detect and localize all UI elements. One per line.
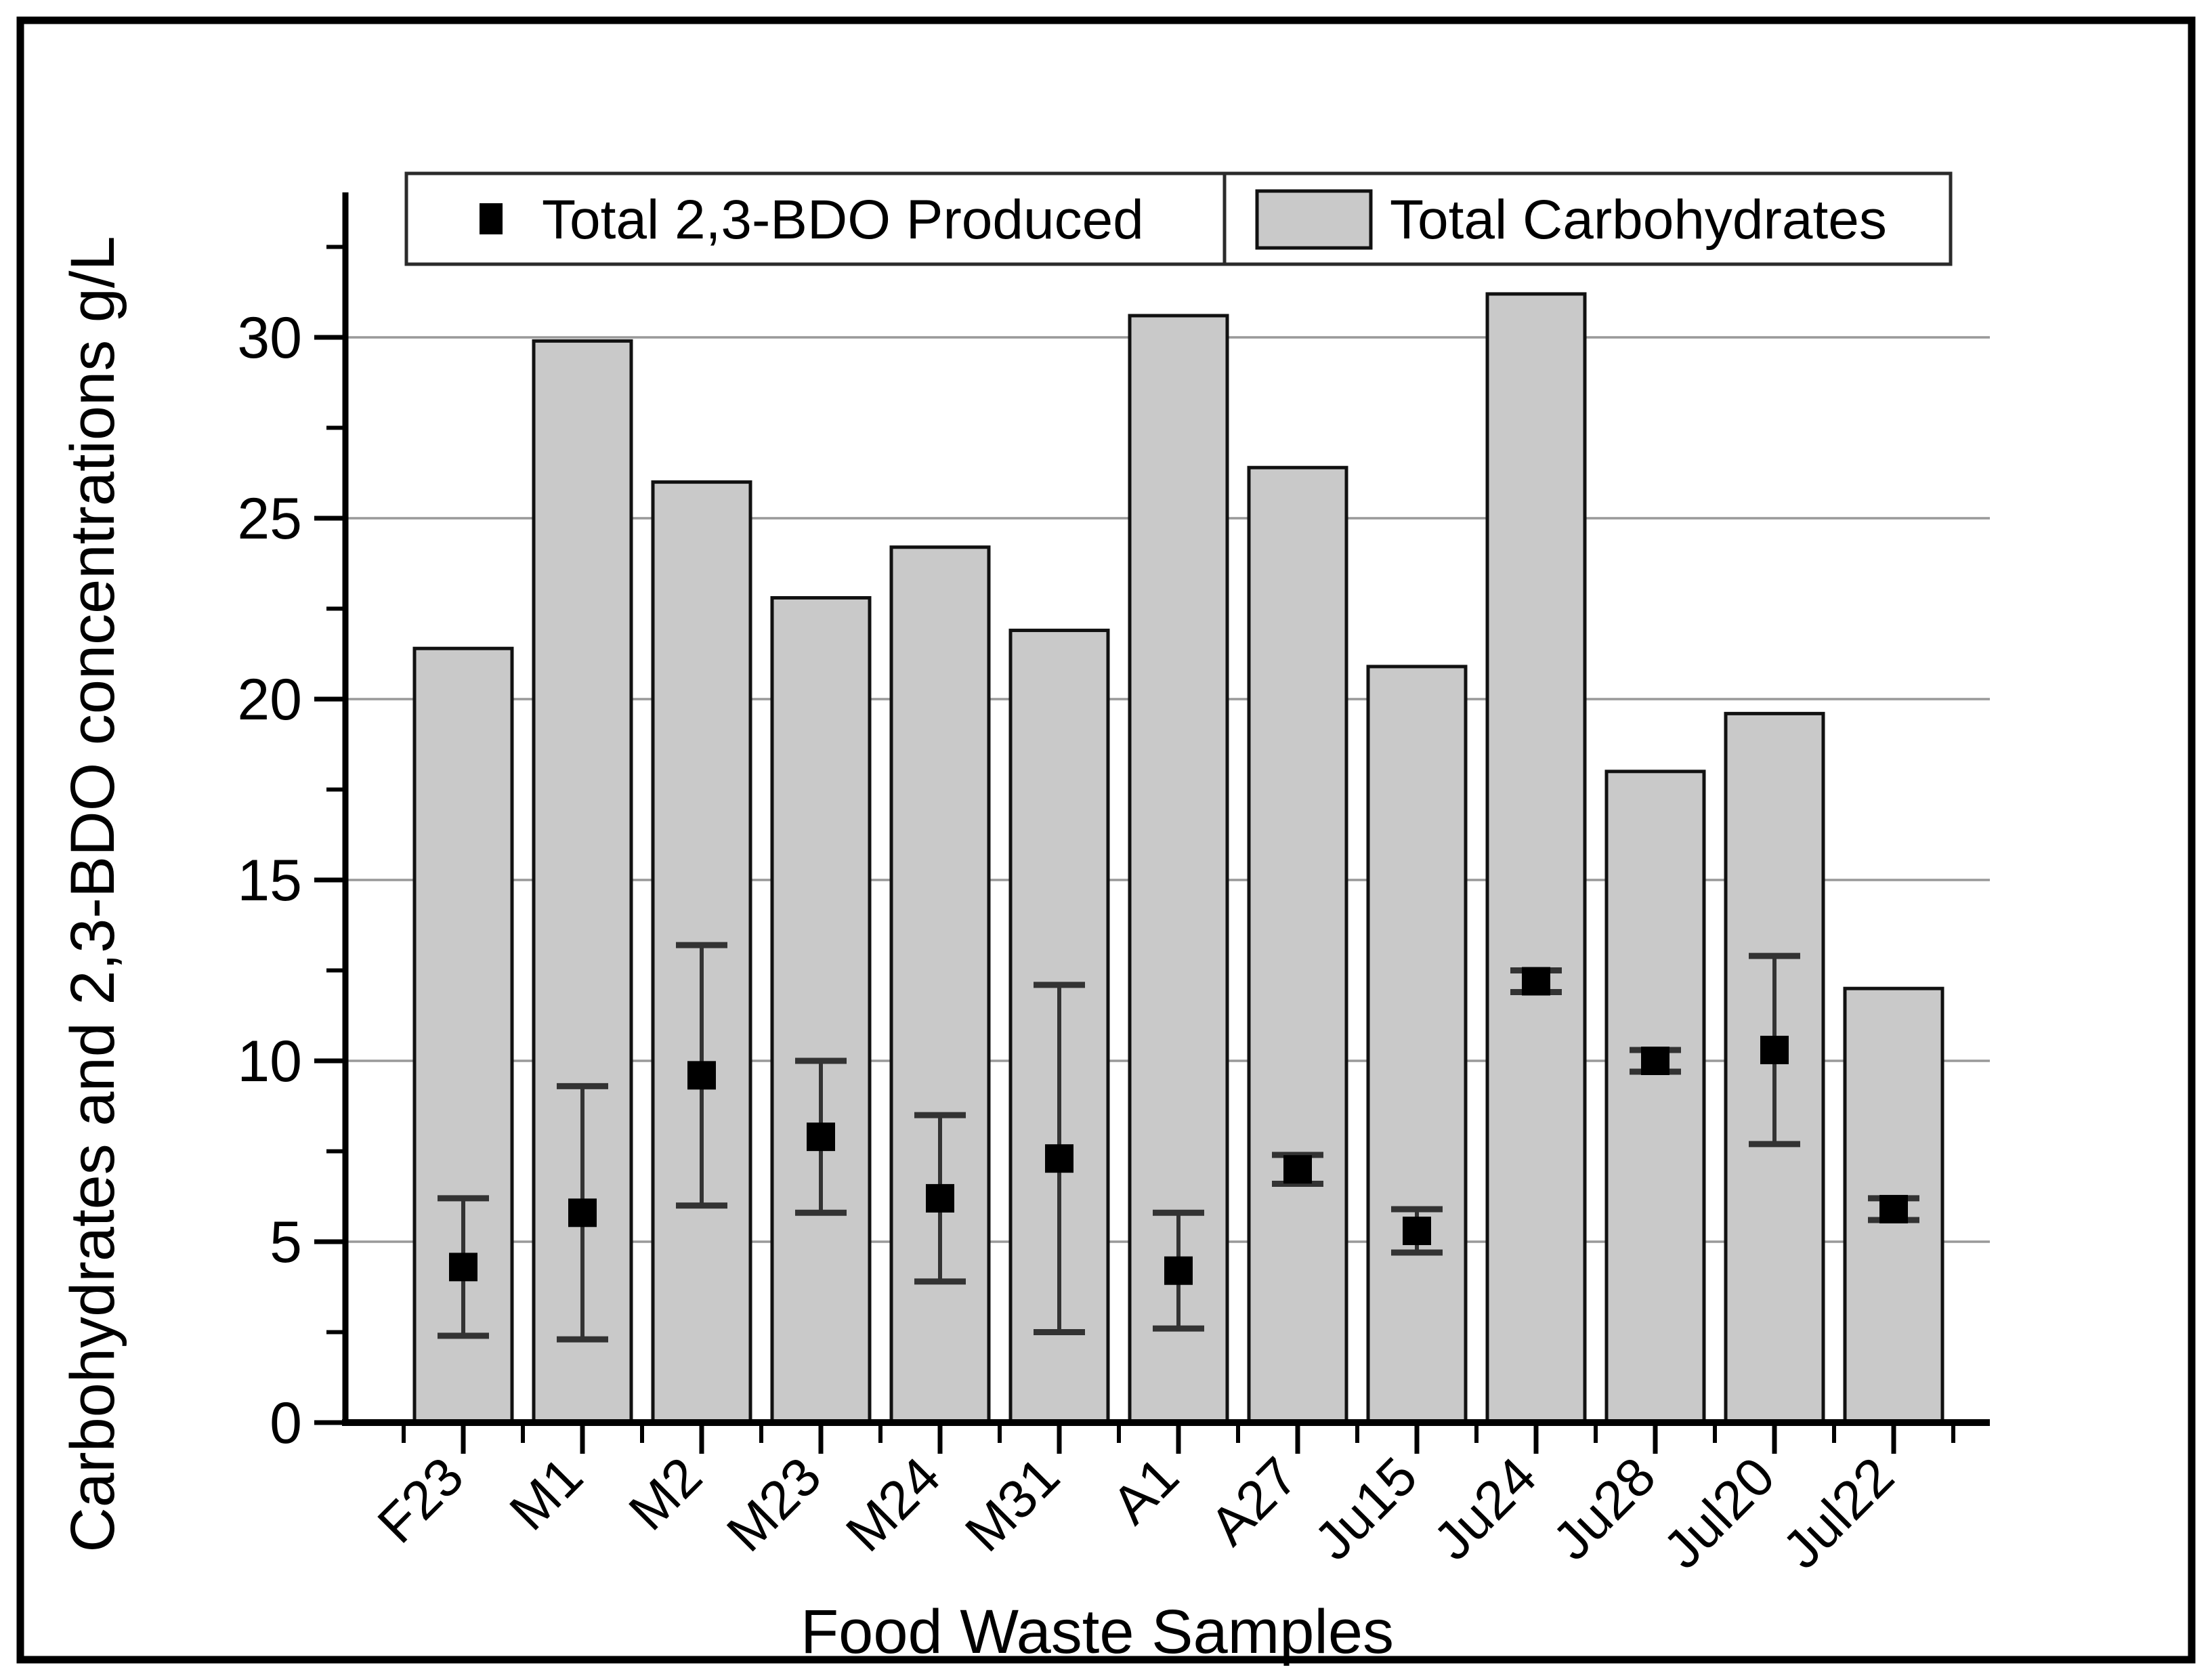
bdo-point-M31 bbox=[1045, 1144, 1073, 1173]
y-tick-label-20: 20 bbox=[237, 667, 302, 732]
legend-square-marker-icon bbox=[480, 203, 503, 234]
bdo-point-Jul20 bbox=[1760, 1035, 1789, 1064]
bdo-point-M24 bbox=[926, 1183, 954, 1213]
y-tick-label-5: 5 bbox=[270, 1210, 302, 1275]
figure-border bbox=[16, 16, 2196, 1664]
bar-Ju24 bbox=[1485, 292, 1587, 1425]
bdo-point-M1 bbox=[568, 1198, 597, 1227]
bar-Ju28 bbox=[1604, 770, 1706, 1425]
bar-A27 bbox=[1247, 465, 1348, 1425]
x-tick-label-F23: F23 bbox=[366, 1446, 475, 1554]
x-tick-label-Jul20: Jul20 bbox=[1652, 1446, 1786, 1580]
y-tick-label-0: 0 bbox=[270, 1391, 302, 1456]
bdo-point-A27 bbox=[1283, 1155, 1312, 1184]
x-tick-label-M31: M31 bbox=[954, 1446, 1071, 1563]
x-tick-label-M1: M1 bbox=[498, 1446, 595, 1542]
bar-M23 bbox=[770, 595, 872, 1425]
bdo-point-F23 bbox=[449, 1253, 477, 1282]
y-tick-label-25: 25 bbox=[237, 486, 302, 551]
legend: Total 2,3-BDO Produced Total Carbohydrat… bbox=[404, 171, 1953, 266]
x-tick-label-A27: A27 bbox=[1198, 1446, 1309, 1557]
legend-label-carbs: Total Carbohydrates bbox=[1390, 189, 1887, 251]
bdo-point-A1 bbox=[1164, 1256, 1193, 1285]
x-tick-label-Ju24: Ju24 bbox=[1422, 1446, 1548, 1572]
bdo-point-M2 bbox=[687, 1061, 716, 1090]
x-tick-label-Ju15: Ju15 bbox=[1302, 1446, 1428, 1572]
y-tick-label-10: 10 bbox=[237, 1029, 302, 1094]
bdo-point-Ju24 bbox=[1522, 967, 1550, 996]
x-tick-label-M23: M23 bbox=[715, 1446, 832, 1563]
legend-bar-swatch-icon bbox=[1255, 189, 1373, 250]
bar-M24 bbox=[889, 545, 991, 1425]
bdo-point-Ju15 bbox=[1403, 1216, 1431, 1245]
y-tick-label-15: 15 bbox=[237, 848, 302, 913]
y-axis-title: Carbohydrates and 2,3-BDO concentrations… bbox=[58, 236, 127, 1552]
x-axis-title: Food Waste Samples bbox=[801, 1597, 1394, 1666]
x-tick-label-M24: M24 bbox=[834, 1446, 952, 1563]
legend-label-bdo: Total 2,3-BDO Produced bbox=[542, 189, 1144, 251]
x-tick-label-M2: M2 bbox=[618, 1446, 714, 1542]
bdo-point-M23 bbox=[807, 1122, 835, 1152]
x-tick-label-A1: A1 bbox=[1101, 1446, 1190, 1535]
bdo-point-Ju28 bbox=[1641, 1047, 1669, 1075]
x-tick-label-Ju28: Ju28 bbox=[1541, 1446, 1667, 1572]
x-tick-label-Jul22: Jul22 bbox=[1771, 1446, 1905, 1580]
bdo-point-Jul22 bbox=[1879, 1194, 1908, 1223]
y-tick-label-30: 30 bbox=[237, 306, 302, 371]
bar-Ju15 bbox=[1366, 665, 1468, 1425]
